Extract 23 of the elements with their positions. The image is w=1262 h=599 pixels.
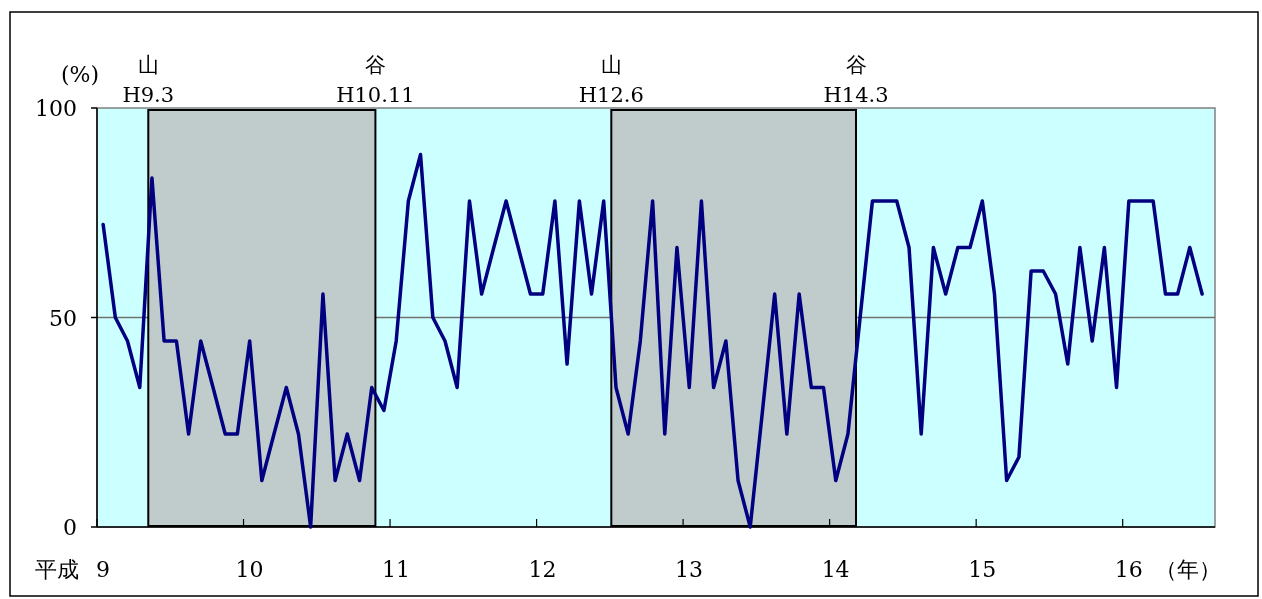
x-tick-label: 13	[675, 557, 704, 582]
line-series	[101, 152, 1204, 529]
x-axis-title: （年）	[1155, 557, 1221, 582]
annotation: 山	[137, 53, 159, 77]
y-tick-label: 100	[35, 96, 77, 121]
y-axis-title: (%)	[60, 62, 100, 87]
x-tick-label: 11	[382, 557, 411, 582]
text: 平成	[35, 557, 79, 582]
y-tick-label: 50	[49, 305, 77, 331]
x-tick-label: 10	[235, 557, 264, 582]
x-tick-label: 15	[968, 557, 997, 582]
annotation: H14.3	[823, 83, 889, 107]
x-tick-label: 12	[528, 557, 557, 582]
x-tick-label: 16	[1114, 557, 1143, 582]
annotation: 山	[600, 53, 622, 77]
annotation: H12.6	[578, 83, 644, 107]
annotation: 谷	[364, 53, 386, 77]
x-tick-label: 9	[96, 557, 110, 582]
annotation: 谷	[845, 53, 867, 77]
y-tick-label: 0	[63, 515, 77, 540]
annotation: H9.3	[122, 83, 175, 107]
x-tick-label: 14	[821, 557, 850, 582]
annotation: H10.11	[336, 83, 415, 107]
